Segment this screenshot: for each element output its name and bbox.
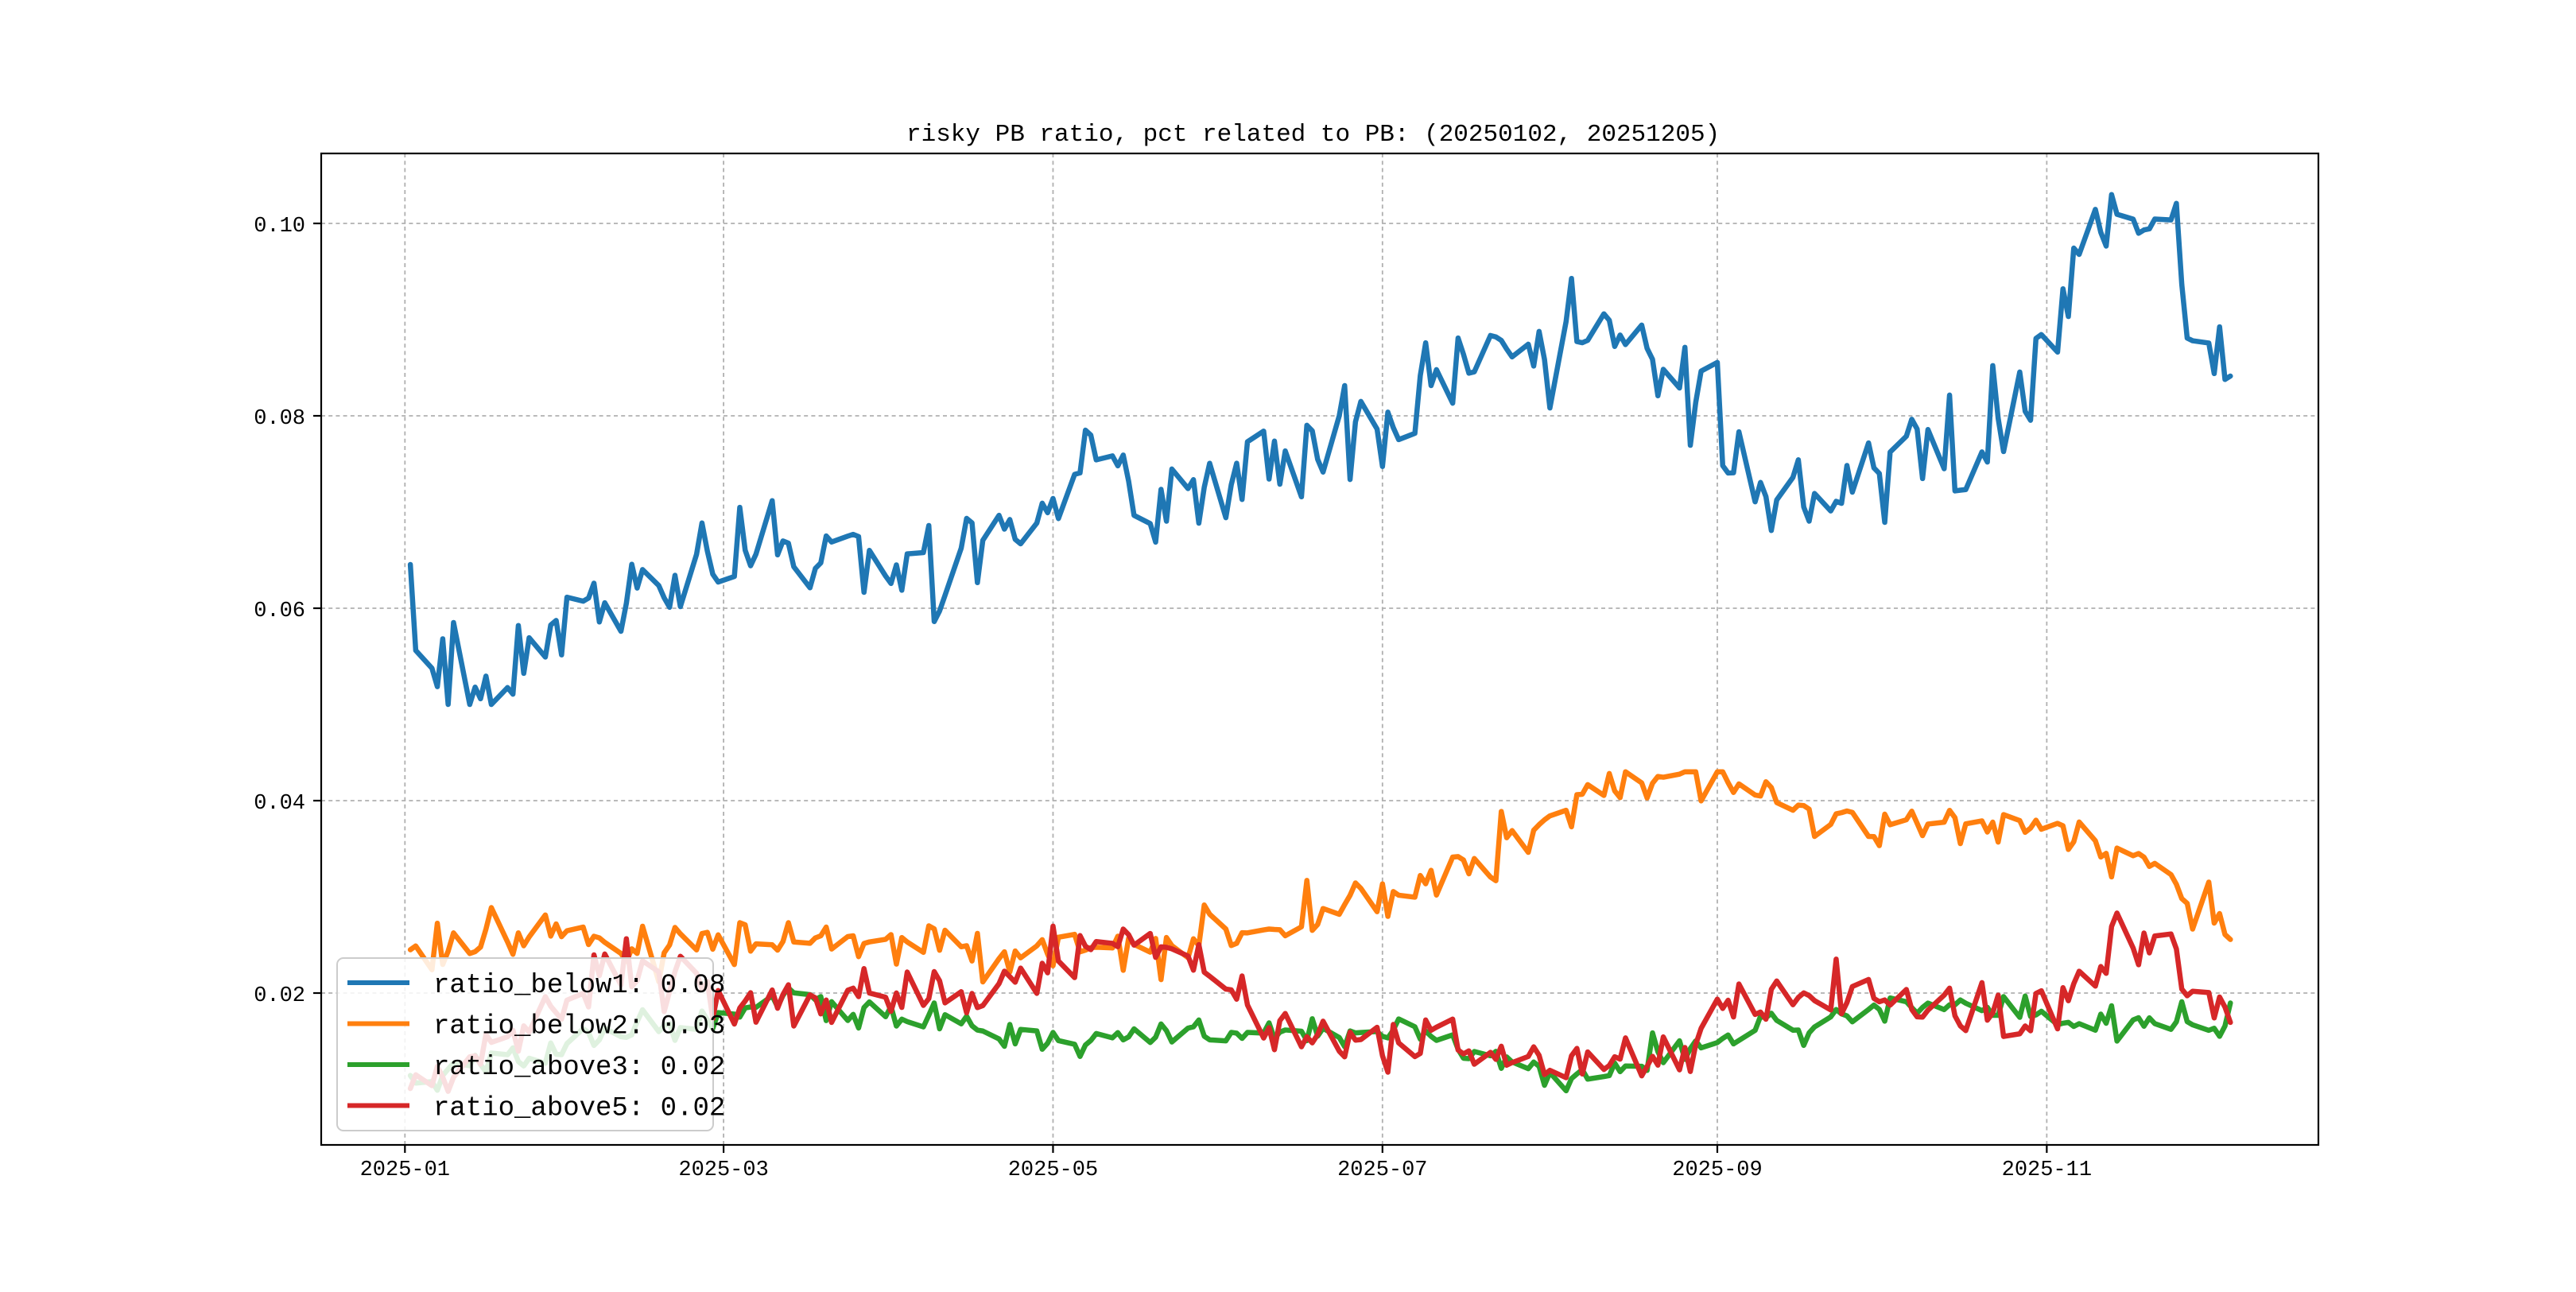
svg-text:risky PB ratio, pct related to: risky PB ratio, pct related to PB: (2025…	[906, 121, 1720, 149]
svg-text:2025-05: 2025-05	[1008, 1158, 1098, 1182]
svg-text:0.08: 0.08	[254, 407, 305, 431]
svg-text:ratio_below2: 0.03: ratio_below2: 0.03	[433, 1012, 725, 1042]
svg-text:0.04: 0.04	[254, 792, 305, 816]
svg-text:0.10: 0.10	[254, 215, 305, 239]
svg-text:ratio_above5: 0.02: ratio_above5: 0.02	[433, 1094, 725, 1124]
svg-text:ratio_below1: 0.08: ratio_below1: 0.08	[433, 971, 725, 1001]
svg-text:ratio_above3: 0.02: ratio_above3: 0.02	[433, 1053, 725, 1083]
svg-text:0.06: 0.06	[254, 599, 305, 623]
svg-text:2025-09: 2025-09	[1672, 1158, 1762, 1182]
svg-text:2025-03: 2025-03	[678, 1158, 768, 1182]
svg-text:0.02: 0.02	[254, 984, 305, 1008]
svg-text:2025-11: 2025-11	[2002, 1158, 2092, 1182]
svg-text:2025-01: 2025-01	[360, 1158, 450, 1182]
svg-text:2025-07: 2025-07	[1337, 1158, 1427, 1182]
